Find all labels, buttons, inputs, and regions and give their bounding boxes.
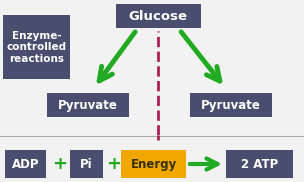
FancyBboxPatch shape <box>121 150 186 178</box>
FancyBboxPatch shape <box>3 15 70 80</box>
Text: +: + <box>52 155 67 173</box>
Text: Glucose: Glucose <box>129 10 188 23</box>
Text: Pi: Pi <box>80 157 93 171</box>
FancyBboxPatch shape <box>70 150 103 178</box>
Text: Enzyme-
controlled
reactions: Enzyme- controlled reactions <box>6 31 67 64</box>
Text: ADP: ADP <box>12 157 40 171</box>
Text: +: + <box>106 155 122 173</box>
Text: Pyruvate: Pyruvate <box>201 98 261 112</box>
Text: Pyruvate: Pyruvate <box>58 98 118 112</box>
FancyBboxPatch shape <box>190 93 272 117</box>
FancyBboxPatch shape <box>47 93 129 117</box>
FancyBboxPatch shape <box>5 150 47 178</box>
Text: Energy: Energy <box>130 157 177 171</box>
Text: 2 ATP: 2 ATP <box>241 157 278 171</box>
FancyBboxPatch shape <box>116 4 201 28</box>
FancyBboxPatch shape <box>226 150 293 178</box>
